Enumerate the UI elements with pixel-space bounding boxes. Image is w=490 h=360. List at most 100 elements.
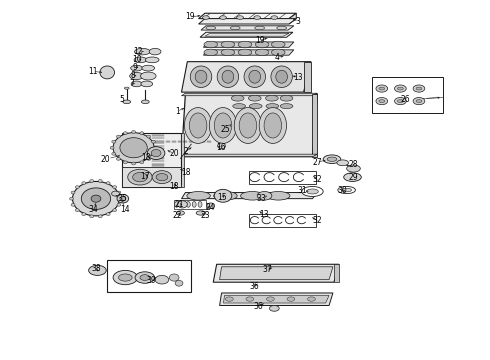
Ellipse shape <box>266 95 278 101</box>
Polygon shape <box>174 200 206 210</box>
Text: 35: 35 <box>117 194 127 203</box>
Ellipse shape <box>117 135 121 138</box>
Ellipse shape <box>75 209 79 212</box>
Ellipse shape <box>230 26 240 30</box>
Ellipse shape <box>124 87 129 89</box>
Ellipse shape <box>141 72 156 80</box>
Text: 4: 4 <box>274 53 279 62</box>
Ellipse shape <box>343 173 361 181</box>
Ellipse shape <box>267 192 290 200</box>
Ellipse shape <box>123 100 131 104</box>
Ellipse shape <box>113 133 154 163</box>
Ellipse shape <box>277 26 287 30</box>
Ellipse shape <box>207 203 215 209</box>
Ellipse shape <box>267 297 274 301</box>
Text: 1: 1 <box>175 107 180 116</box>
Polygon shape <box>220 267 333 280</box>
Ellipse shape <box>271 41 285 48</box>
Polygon shape <box>198 13 296 19</box>
Text: 37: 37 <box>262 265 272 274</box>
Text: 24: 24 <box>206 203 216 212</box>
Ellipse shape <box>151 140 155 143</box>
Ellipse shape <box>206 26 216 30</box>
Ellipse shape <box>70 197 74 200</box>
Ellipse shape <box>257 192 272 200</box>
Polygon shape <box>205 33 289 36</box>
Ellipse shape <box>113 186 117 189</box>
Ellipse shape <box>246 297 254 301</box>
Ellipse shape <box>416 87 422 90</box>
Text: 13: 13 <box>259 210 269 219</box>
Polygon shape <box>122 134 180 187</box>
Ellipse shape <box>147 135 151 138</box>
Ellipse shape <box>189 113 207 138</box>
Ellipse shape <box>195 70 207 83</box>
Ellipse shape <box>100 66 115 79</box>
Ellipse shape <box>276 70 288 83</box>
Ellipse shape <box>140 275 150 280</box>
Ellipse shape <box>131 65 143 71</box>
Ellipse shape <box>204 41 218 48</box>
Ellipse shape <box>147 157 151 160</box>
Polygon shape <box>213 264 339 282</box>
Text: 18: 18 <box>170 182 179 191</box>
Ellipse shape <box>82 182 86 185</box>
Polygon shape <box>181 62 311 92</box>
Ellipse shape <box>192 202 196 207</box>
Ellipse shape <box>112 152 116 155</box>
Ellipse shape <box>112 191 120 196</box>
Ellipse shape <box>140 132 144 135</box>
Ellipse shape <box>177 201 187 208</box>
Ellipse shape <box>238 49 252 55</box>
Ellipse shape <box>176 211 184 215</box>
Ellipse shape <box>123 132 127 135</box>
Ellipse shape <box>308 297 316 301</box>
Polygon shape <box>181 154 318 157</box>
Text: 36: 36 <box>249 282 259 291</box>
Ellipse shape <box>209 108 237 143</box>
Text: 13: 13 <box>293 73 303 82</box>
Ellipse shape <box>119 274 132 281</box>
Ellipse shape <box>254 16 261 19</box>
Text: 14: 14 <box>121 205 130 214</box>
Text: 10: 10 <box>133 55 142 64</box>
Ellipse shape <box>238 41 252 48</box>
Text: 29: 29 <box>349 173 358 182</box>
Text: 38: 38 <box>91 265 101 274</box>
Ellipse shape <box>153 146 157 149</box>
Text: 3: 3 <box>295 17 300 26</box>
Ellipse shape <box>225 297 233 301</box>
Text: 22: 22 <box>173 211 182 220</box>
Ellipse shape <box>239 113 257 138</box>
Ellipse shape <box>135 48 150 55</box>
Polygon shape <box>181 93 318 96</box>
Ellipse shape <box>244 66 266 87</box>
Ellipse shape <box>112 140 116 143</box>
Text: 16: 16 <box>216 143 225 152</box>
Text: 19: 19 <box>255 36 265 45</box>
Ellipse shape <box>342 188 351 192</box>
Ellipse shape <box>98 215 102 218</box>
Ellipse shape <box>416 100 422 103</box>
Polygon shape <box>198 19 296 24</box>
Ellipse shape <box>146 57 159 63</box>
Ellipse shape <box>91 195 101 202</box>
Ellipse shape <box>133 172 147 182</box>
Ellipse shape <box>379 100 385 103</box>
Ellipse shape <box>220 16 226 19</box>
Polygon shape <box>201 26 294 30</box>
Polygon shape <box>313 94 318 157</box>
Polygon shape <box>223 296 329 303</box>
Text: 31: 31 <box>298 185 307 194</box>
Text: 19: 19 <box>185 12 195 21</box>
Ellipse shape <box>98 180 102 183</box>
Ellipse shape <box>120 138 147 158</box>
Ellipse shape <box>241 192 264 200</box>
Text: 33: 33 <box>257 194 267 203</box>
Ellipse shape <box>397 100 403 103</box>
Ellipse shape <box>248 95 261 101</box>
Ellipse shape <box>271 16 278 19</box>
Ellipse shape <box>287 297 295 301</box>
Text: 18: 18 <box>142 153 151 162</box>
Ellipse shape <box>323 155 341 163</box>
